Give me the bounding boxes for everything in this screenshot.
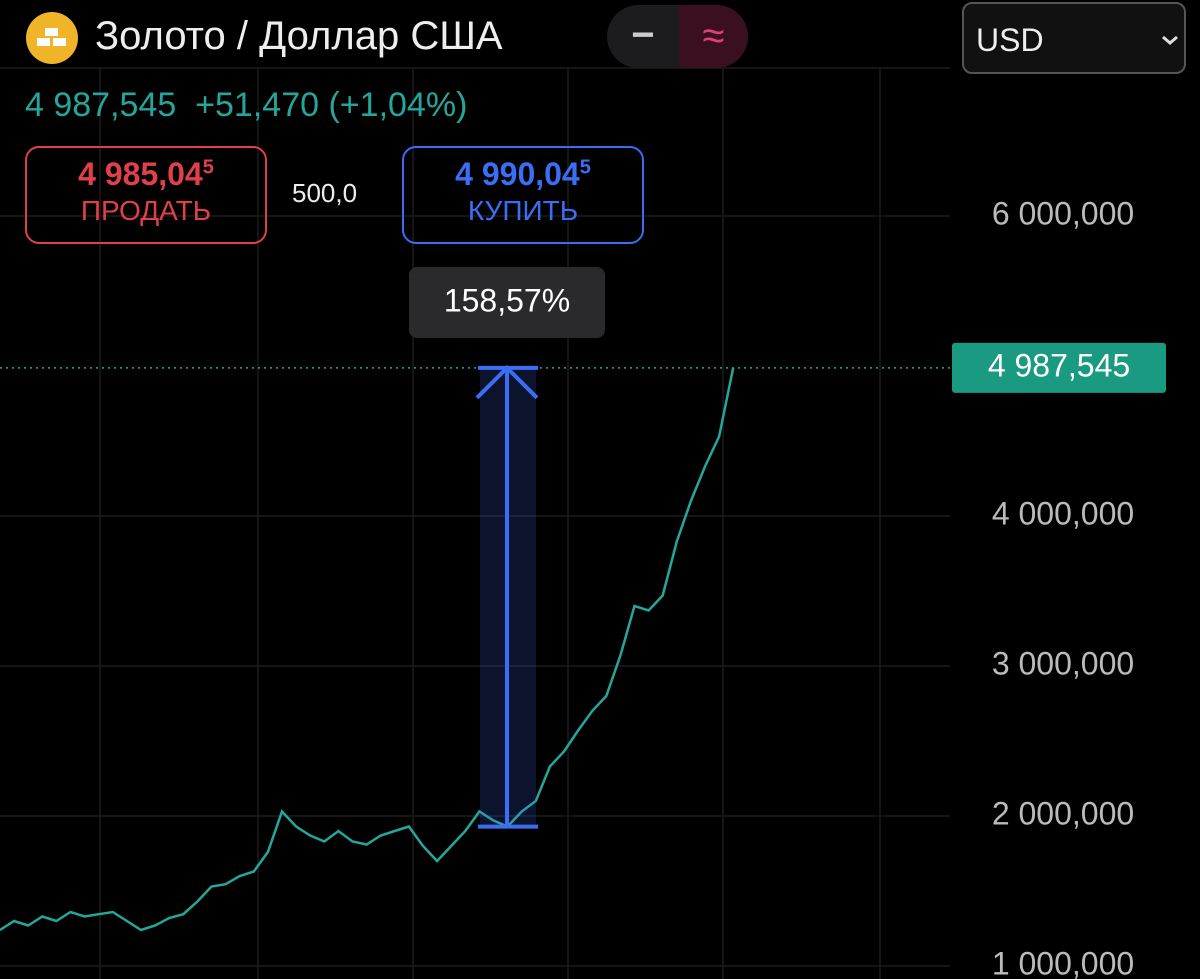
buy-label: КУПИТЬ <box>467 195 579 226</box>
gold-icon <box>26 12 78 64</box>
price-line <box>0 367 735 932</box>
sell-label: ПРОДАТЬ <box>80 195 212 226</box>
quote: 4 987,545 +51,470 (+1,04%) <box>25 86 467 125</box>
y-tick-label: 1 000,000 <box>992 945 1134 979</box>
sell-price-sup: 5 <box>202 156 214 179</box>
buy-price-sup: 5 <box>579 156 591 179</box>
title: Золото / Доллар США <box>95 14 503 58</box>
buy-price: 4 990,04 <box>455 156 580 192</box>
last-price-badge <box>952 342 1166 393</box>
y-tick-label: 4 000,000 <box>992 495 1134 531</box>
y-tick-label: 3 000,000 <box>992 645 1134 681</box>
sell-price: 4 985,04 <box>78 156 203 192</box>
measure-label: 158,57% <box>444 282 570 318</box>
toggle-wave[interactable]: ≈ <box>679 5 748 68</box>
quote-change-pct: (+1,04%) <box>328 86 468 124</box>
y-tick-label: 6 000,000 <box>992 195 1134 231</box>
quote-change: +51,470 <box>195 86 320 124</box>
quote-price: 4 987,545 <box>25 86 177 124</box>
buy-button[interactable]: 4 990,045 КУПИТЬ <box>402 146 644 244</box>
last-price-label: 4 987,545 <box>988 347 1130 383</box>
y-tick-label: 2 000,000 <box>992 795 1134 831</box>
spread: 500,0 <box>292 178 358 208</box>
sell-button[interactable]: 4 985,045 ПРОДАТЬ <box>25 146 267 244</box>
mode-toggle[interactable]: − ≈ <box>607 5 748 68</box>
measure-arrowhead <box>475 365 539 400</box>
measure-tooltip <box>409 267 605 338</box>
currency-select[interactable]: USD <box>962 2 1186 74</box>
currency: USD <box>976 22 1044 58</box>
chevron <box>1162 35 1178 45</box>
toggle-minus[interactable]: − <box>631 13 655 57</box>
